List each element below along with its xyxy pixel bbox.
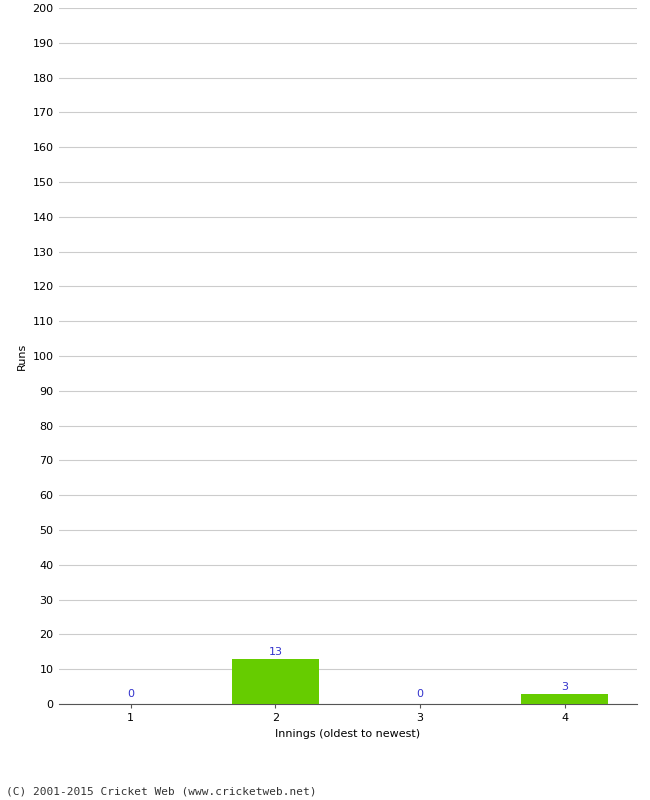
Bar [521, 694, 608, 704]
Text: 13: 13 [268, 647, 283, 657]
Text: 0: 0 [127, 689, 135, 698]
Bar [232, 658, 318, 704]
Text: 3: 3 [561, 682, 568, 692]
Text: 0: 0 [417, 689, 424, 698]
Text: (C) 2001-2015 Cricket Web (www.cricketweb.net): (C) 2001-2015 Cricket Web (www.cricketwe… [6, 786, 317, 796]
X-axis label: Innings (oldest to newest): Innings (oldest to newest) [275, 729, 421, 738]
Y-axis label: Runs: Runs [17, 342, 27, 370]
